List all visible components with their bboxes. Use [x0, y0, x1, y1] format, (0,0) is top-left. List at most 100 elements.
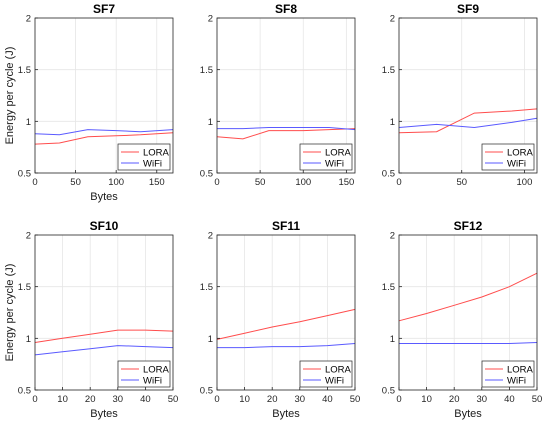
- axes-frame: [398, 17, 538, 174]
- chart-title: SF9: [457, 2, 479, 16]
- y-tick-label: 1: [26, 334, 31, 345]
- y-tick-label: 0.5: [200, 386, 213, 397]
- y-tick-label: 1.5: [382, 65, 395, 76]
- series-line-lora: [398, 272, 538, 322]
- x-tick-label: 50: [532, 394, 543, 405]
- y-tick-label: 2: [208, 14, 213, 25]
- y-tick-label: 1: [26, 117, 31, 128]
- y-tick-label: 1.5: [18, 65, 31, 76]
- x-tick-label: 40: [140, 394, 151, 405]
- x-tick-label: 150: [149, 177, 165, 188]
- legend-label-wifi: WiFi: [143, 158, 162, 169]
- legend-label-wifi: WiFi: [143, 375, 162, 386]
- y-tick-label: 1: [390, 334, 395, 345]
- x-tick-label: 40: [504, 394, 515, 405]
- legend-label-lora: LORA: [325, 147, 352, 158]
- y-tick-label: 0.5: [382, 386, 395, 397]
- legend-label-wifi: WiFi: [325, 158, 344, 169]
- x-tick-label: 10: [239, 394, 250, 405]
- legend-box: [481, 143, 535, 171]
- x-tick-label: 20: [85, 394, 96, 405]
- y-tick-label: 1.5: [18, 282, 31, 293]
- y-tick-label: 2: [26, 231, 31, 242]
- x-tick-label: 150: [338, 177, 354, 188]
- legend-label-lora: LORA: [143, 364, 170, 375]
- legend-label-wifi: WiFi: [507, 375, 526, 386]
- series-line-wifi: [399, 342, 538, 344]
- x-tick-label: 0: [32, 394, 37, 405]
- series-line-lora: [216, 128, 356, 140]
- legend-box: [299, 143, 353, 171]
- x-tick-label: 20: [267, 394, 278, 405]
- x-tick-label: 0: [214, 394, 219, 405]
- y-tick-label: 2: [390, 14, 395, 25]
- chart-title: SF7: [93, 2, 115, 16]
- y-tick-label: 1.5: [200, 65, 213, 76]
- x-tick-label: 0: [396, 177, 401, 188]
- y-tick-label: 2: [208, 231, 213, 242]
- series-line-wifi: [398, 117, 538, 129]
- axes-frame: [216, 234, 356, 391]
- y-tick-label: 1: [208, 117, 213, 128]
- y-tick-label: 2: [26, 14, 31, 25]
- y-tick-label: 1.5: [382, 282, 395, 293]
- chart-title: SF11: [272, 219, 300, 233]
- y-tick-label: 0.5: [200, 169, 213, 180]
- series-line-wifi: [217, 343, 356, 349]
- x-tick-label: 50: [350, 394, 361, 405]
- x-axis-label: Bytes: [454, 408, 482, 420]
- axes-frame: [34, 17, 174, 174]
- legend-label-lora: LORA: [507, 147, 534, 158]
- legend-box: [117, 360, 171, 388]
- x-axis-label: Bytes: [90, 408, 118, 420]
- x-tick-label: 0: [214, 177, 219, 188]
- axes-frame: [34, 234, 174, 391]
- y-tick-label: 0.5: [382, 169, 395, 180]
- series-line-wifi: [217, 127, 356, 131]
- series-line-lora: [216, 308, 356, 340]
- x-axis-label: Bytes: [272, 408, 300, 420]
- series-line-lora: [34, 329, 174, 343]
- x-tick-label: 100: [108, 177, 124, 188]
- series-line-wifi: [34, 129, 174, 136]
- legend-label-lora: LORA: [325, 364, 352, 375]
- y-tick-label: 0.5: [18, 386, 31, 397]
- x-tick-label: 10: [57, 394, 68, 405]
- axes-frame: [216, 17, 356, 174]
- legend-label-lora: LORA: [507, 364, 534, 375]
- subplot-sf7: 0 50 100 150 0.5 1 1.5 2 SF7 Bytes Energy per cycl…: [4, 2, 174, 203]
- subplot-sf10: 0 10 20 30 40 50 0.5 1 1.5 2 SF10 Bytes Energy per c…: [4, 219, 178, 420]
- y-tick-label: 1.5: [200, 282, 213, 293]
- legend-label-wifi: WiFi: [507, 158, 526, 169]
- y-axis-label: Energy per cycle (J): [4, 47, 16, 145]
- x-axis-label: Bytes: [90, 191, 118, 203]
- x-tick-label: 30: [295, 394, 306, 405]
- x-tick-label: 40: [322, 394, 333, 405]
- axes-frame: [398, 234, 538, 391]
- x-tick-label: 30: [477, 394, 488, 405]
- legend-label-lora: LORA: [143, 147, 170, 158]
- legend-box: [481, 360, 535, 388]
- y-tick-label: 1: [390, 117, 395, 128]
- series-line-lora: [34, 132, 174, 145]
- series-line-wifi: [34, 345, 174, 356]
- x-tick-label: 0: [396, 394, 401, 405]
- y-axis-label: Energy per cycle (J): [4, 264, 16, 362]
- y-tick-label: 1: [208, 334, 213, 345]
- x-tick-label: 30: [113, 394, 124, 405]
- x-tick-label: 50: [456, 177, 467, 188]
- x-tick-label: 50: [168, 394, 179, 405]
- x-tick-label: 0: [32, 177, 37, 188]
- chart-title: SF10: [90, 219, 119, 233]
- x-tick-label: 100: [295, 177, 311, 188]
- x-tick-label: 100: [517, 177, 533, 188]
